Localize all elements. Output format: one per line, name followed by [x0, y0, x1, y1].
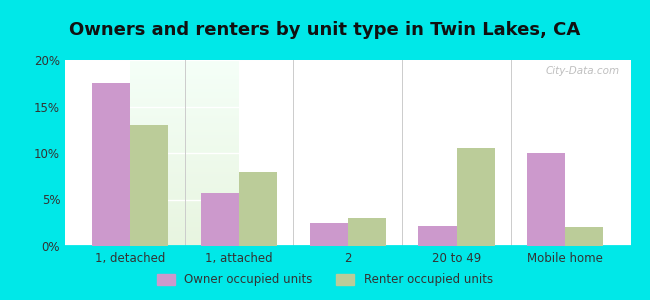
Bar	[309, 223, 348, 246]
Bar	[456, 148, 495, 246]
Legend: Owner occupied units, Renter occupied units: Owner occupied units, Renter occupied un…	[153, 269, 497, 291]
Bar	[92, 83, 130, 246]
Bar	[527, 153, 566, 246]
Bar	[566, 227, 603, 246]
Bar	[201, 193, 239, 246]
Text: Owners and renters by unit type in Twin Lakes, CA: Owners and renters by unit type in Twin …	[70, 21, 580, 39]
Bar	[239, 172, 277, 246]
Bar	[348, 218, 386, 246]
Text: City-Data.com: City-Data.com	[545, 66, 619, 76]
Bar	[130, 125, 168, 246]
Bar	[419, 226, 456, 246]
